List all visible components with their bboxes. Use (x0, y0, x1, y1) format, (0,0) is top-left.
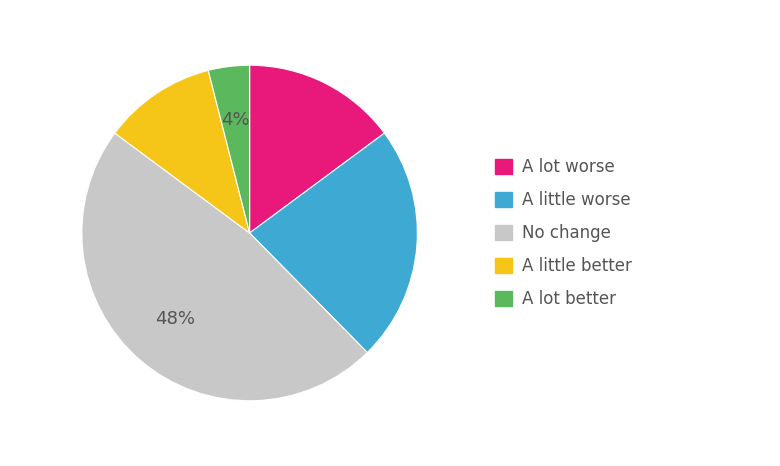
Legend: A lot worse, A little worse, No change, A little better, A lot better: A lot worse, A little worse, No change, … (488, 151, 639, 315)
Wedge shape (82, 133, 367, 401)
Text: 11%: 11% (166, 129, 206, 147)
Text: 23%: 23% (343, 233, 384, 251)
Wedge shape (250, 65, 385, 233)
Text: 15%: 15% (281, 122, 321, 140)
Wedge shape (115, 70, 250, 233)
Wedge shape (208, 65, 250, 233)
Wedge shape (250, 133, 417, 353)
Text: 4%: 4% (222, 111, 250, 129)
Text: 48%: 48% (154, 310, 195, 328)
